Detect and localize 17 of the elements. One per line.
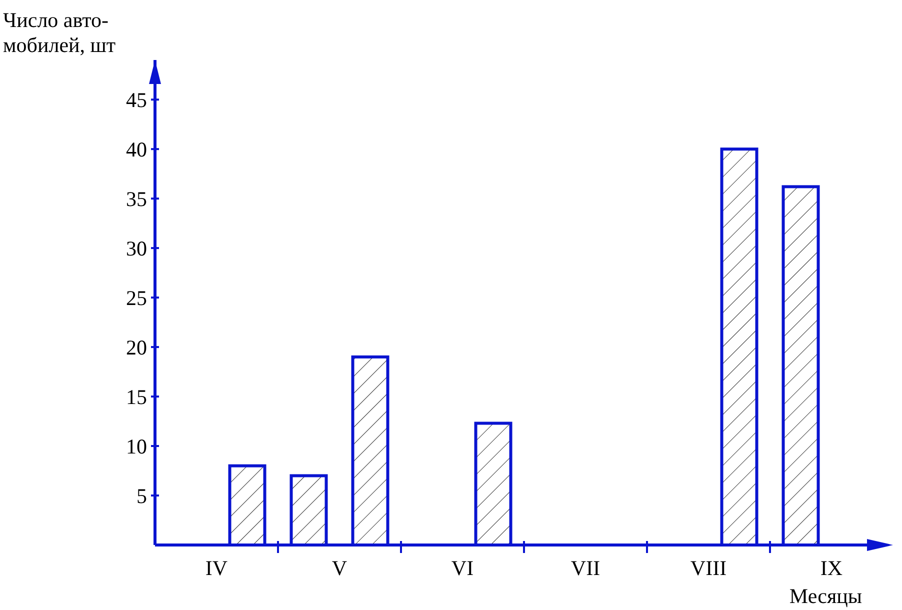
y-tick-label: 30 bbox=[126, 236, 147, 260]
y-tick-label: 25 bbox=[126, 286, 147, 310]
y-tick-label: 40 bbox=[126, 137, 147, 162]
x-tick-label: VIII bbox=[690, 556, 727, 580]
x-tick-label: VI bbox=[451, 556, 474, 580]
x-tick-label: VII bbox=[570, 556, 600, 580]
y-tick-label: 20 bbox=[126, 335, 147, 360]
y-axis-title: Число авто- мобилей, шт bbox=[3, 8, 116, 57]
y-tick-label: 35 bbox=[126, 186, 147, 211]
y-tick-label: 5 bbox=[136, 484, 147, 508]
x-axis-title: Месяцы bbox=[789, 584, 862, 608]
x-tick-label: IV bbox=[205, 556, 228, 580]
x-tick-label: IX bbox=[820, 556, 843, 580]
x-tick-label: V bbox=[332, 556, 348, 580]
y-tick-label: 15 bbox=[126, 384, 147, 409]
y-tick-label: 45 bbox=[126, 88, 147, 112]
y-tick-label: 10 bbox=[126, 434, 147, 458]
